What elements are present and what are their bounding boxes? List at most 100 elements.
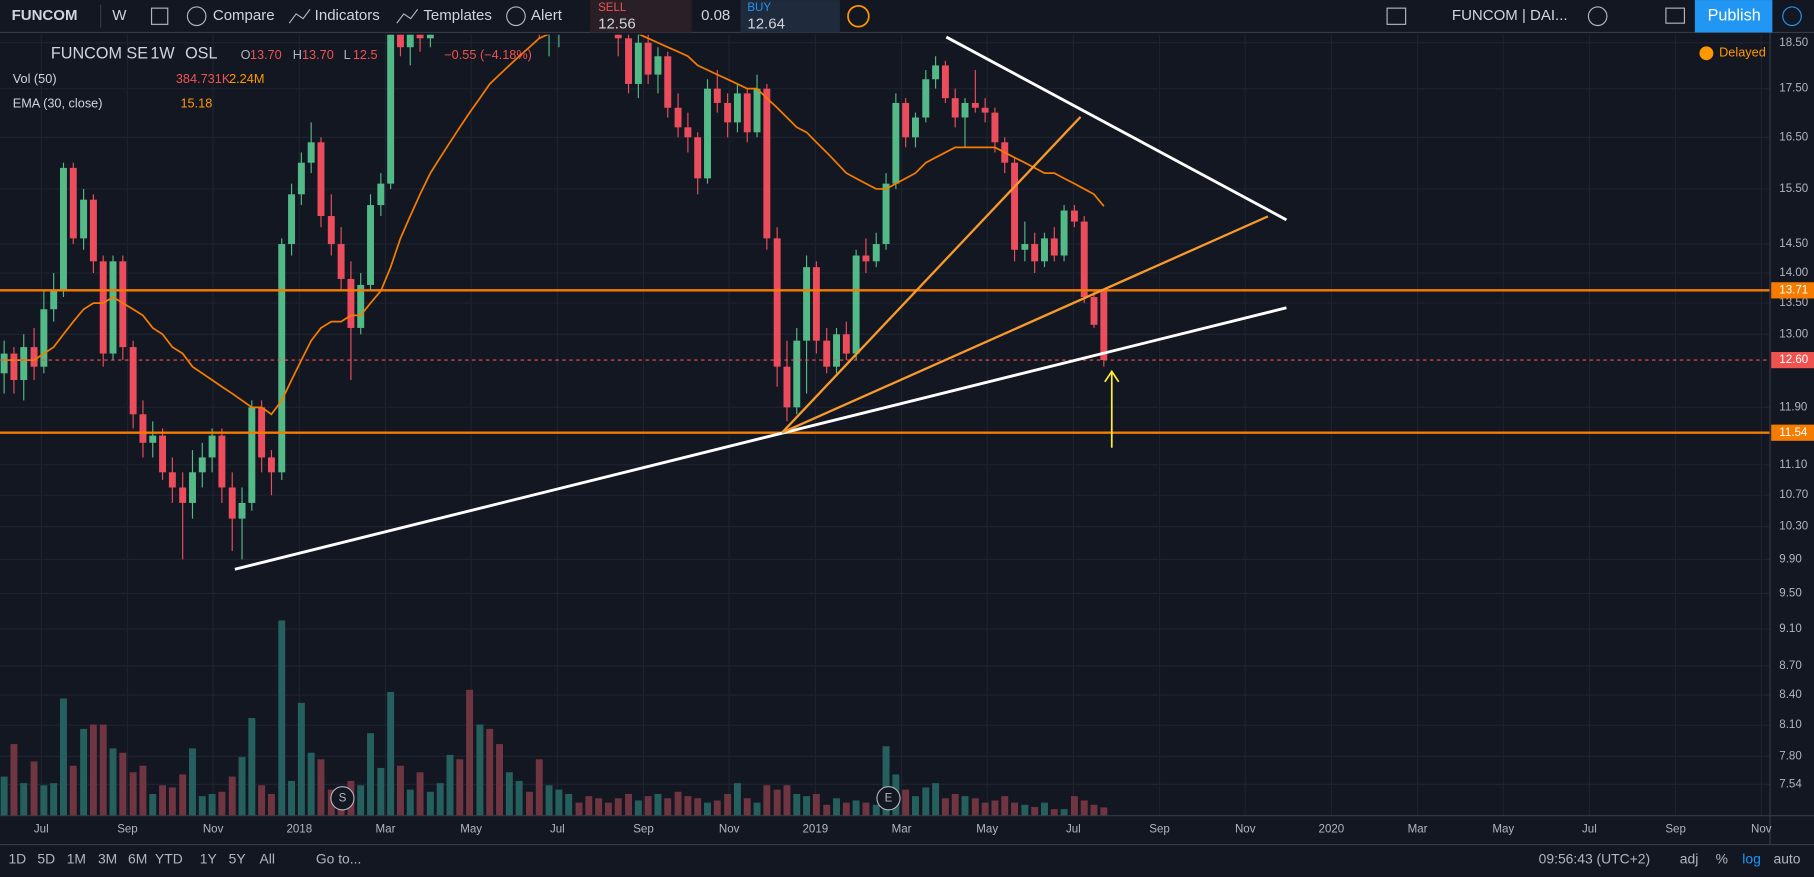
marker-label: S: [339, 792, 347, 804]
volume-bar: [575, 802, 583, 816]
drawings: [234, 35, 1288, 571]
alert-button[interactable]: Alert: [531, 7, 563, 24]
candle-body: [664, 56, 672, 108]
snapshot-icon[interactable]: [1665, 7, 1686, 24]
x-tick-label: Sep: [633, 824, 654, 836]
publish-button[interactable]: [1694, 0, 1773, 33]
price-level-label: 11.54: [1779, 427, 1808, 439]
templates-button[interactable]: Templates: [423, 7, 491, 24]
volume-pane: [0, 620, 1108, 816]
volume-bar: [317, 759, 325, 816]
volume-bar: [109, 748, 117, 816]
volume-bar: [149, 793, 157, 816]
buy-price: 12.64: [747, 15, 785, 32]
volume-bar: [545, 785, 553, 816]
auto-toggle[interactable]: auto: [1774, 850, 1801, 866]
range-button[interactable]: 5D: [37, 850, 55, 866]
volume-bar: [733, 783, 741, 816]
x-tick-label: 2018: [286, 824, 312, 836]
candle-body: [1060, 210, 1068, 256]
volume-bar: [0, 776, 8, 816]
x-tick-label: May: [460, 824, 482, 836]
candle-body: [743, 93, 751, 133]
volume-bar: [842, 802, 850, 816]
layout-icon[interactable]: [1386, 7, 1407, 25]
candle-body: [971, 102, 979, 108]
interval[interactable]: W: [112, 7, 127, 24]
candle-body: [327, 216, 335, 245]
volume-bar: [238, 757, 246, 816]
range-button[interactable]: 1Y: [200, 850, 217, 866]
trend-line[interactable]: [234, 306, 1287, 571]
volume-bar: [812, 793, 820, 816]
volume-bar: [426, 791, 434, 816]
volume-bar: [604, 802, 612, 816]
goto[interactable]: Go to...: [316, 850, 362, 866]
volume-bar: [466, 689, 474, 816]
volume-bar: [30, 761, 38, 816]
layout-name[interactable]: FUNCOM | DAI...: [1452, 7, 1568, 24]
range-button[interactable]: 1D: [8, 850, 26, 866]
range-button[interactable]: 1M: [67, 850, 86, 866]
volume-bar: [377, 767, 385, 816]
marker[interactable]: [876, 786, 901, 811]
change-value: −0.55 (−4.18%): [444, 47, 532, 62]
volume-bar: [565, 793, 573, 816]
y-tick-label: 8.10: [1779, 719, 1801, 731]
candle-body: [426, 34, 434, 39]
volume-bar: [139, 765, 147, 816]
indicators-button[interactable]: Indicators: [315, 7, 380, 24]
trend-line[interactable]: [781, 116, 1082, 434]
sell-box[interactable]: [590, 0, 692, 33]
candle-body: [248, 407, 256, 503]
volume-bar: [486, 728, 494, 816]
l-label: L: [344, 47, 351, 62]
y-tick-label: 7.54: [1779, 778, 1802, 790]
candle-body: [416, 34, 424, 39]
delayed-icon: [1699, 46, 1714, 61]
volume-bar: [882, 746, 890, 816]
chart-type-icon[interactable]: [150, 7, 169, 25]
volume-bar: [198, 796, 206, 816]
volume-bar: [951, 793, 959, 816]
marker[interactable]: [330, 786, 355, 811]
candle-body: [842, 334, 850, 354]
candle-body: [763, 88, 771, 239]
buy-box[interactable]: [740, 0, 840, 33]
settings-icon[interactable]: [1587, 6, 1608, 27]
candle-body: [961, 102, 969, 118]
candle-body: [634, 42, 642, 84]
range-button[interactable]: 3M: [98, 850, 117, 866]
ema-value: 15.18: [180, 96, 212, 111]
trend-line[interactable]: [781, 215, 1269, 434]
delayed[interactable]: Delayed: [1719, 45, 1766, 60]
candle-body: [129, 347, 137, 415]
range-button[interactable]: All: [260, 850, 275, 866]
range-button[interactable]: YTD: [155, 850, 183, 866]
high-value: 13.70: [302, 47, 334, 62]
play-icon[interactable]: [1782, 6, 1802, 27]
volume-bar: [724, 793, 732, 816]
percent-toggle[interactable]: %: [1716, 850, 1728, 866]
volume-bar: [208, 793, 216, 816]
volume-bar: [228, 776, 236, 816]
o-label: O: [241, 47, 251, 62]
volume-bar: [357, 785, 365, 816]
symbol[interactable]: FUNCOM: [12, 7, 78, 24]
candle-body: [704, 88, 711, 179]
y-tick-label: 16.50: [1779, 131, 1808, 143]
trend-line[interactable]: [945, 35, 1288, 222]
range-button[interactable]: 6M: [128, 850, 147, 866]
adj-toggle[interactable]: adj: [1680, 850, 1699, 866]
compare-button[interactable]: Compare: [213, 7, 275, 24]
candle-body: [297, 162, 305, 195]
candle-body: [99, 261, 107, 354]
candle-body: [614, 34, 622, 39]
log-toggle[interactable]: log: [1742, 850, 1761, 866]
volume-bar: [625, 793, 633, 816]
info-icon[interactable]: [847, 4, 870, 28]
markers: S E: [330, 786, 901, 811]
candle-body: [89, 199, 97, 262]
range-button[interactable]: 5Y: [229, 850, 246, 866]
x-tick-label: Sep: [1149, 824, 1170, 836]
